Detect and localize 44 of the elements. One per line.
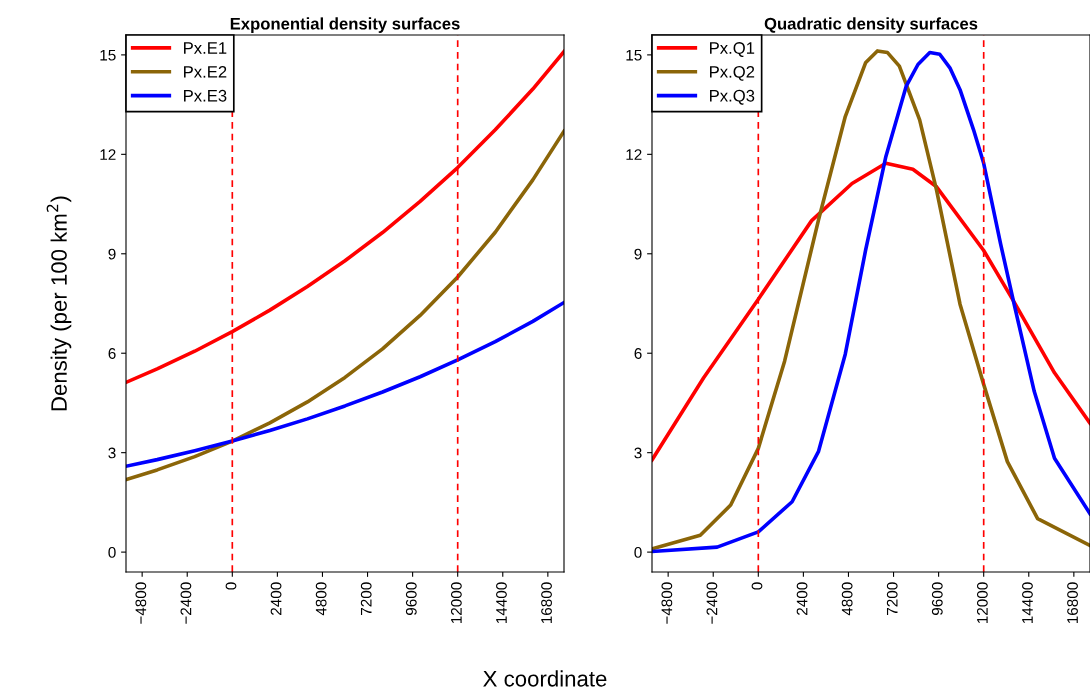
x-tick-label: 9600 [931, 582, 943, 615]
x-tick-label: 14400 [496, 582, 507, 624]
y-tick-label: 6 [634, 348, 642, 359]
x-tick-label: 7200 [886, 582, 898, 615]
y-tick-label: 15 [100, 49, 116, 61]
y-tick-label: 12 [100, 149, 116, 160]
x-tick-label: −4800 [661, 582, 673, 624]
y-tick-label: 3 [634, 447, 642, 459]
x-tick-label: −2400 [706, 582, 718, 624]
y-tick-label: 0 [108, 546, 116, 558]
legend-label: Px.E2 [184, 65, 227, 78]
y-tick-label: 9 [108, 248, 116, 260]
x-tick-label: 7200 [360, 582, 372, 615]
x-tick-label: 0 [751, 582, 763, 590]
legend-label: Px.E1 [184, 42, 227, 54]
legend-label: Px.Q1 [710, 42, 755, 57]
x-tick-label: 4800 [841, 582, 853, 616]
x-tick-label: 16800 [1067, 582, 1078, 624]
legend-label: Px.E3 [184, 89, 227, 102]
x-tick-label: 12000 [976, 582, 988, 624]
chart-title: Quadratic density surfaces [764, 17, 978, 33]
x-tick-label: 2400 [796, 582, 808, 615]
line-series [126, 129, 564, 482]
x-tick-label: 9600 [405, 582, 417, 615]
legend-label: Px.Q3 [710, 89, 755, 105]
y-tick-label: 15 [626, 49, 642, 61]
y-axis-title: Density (per 100 km$^{2}$) [46, 196, 72, 411]
chart-title: Exponential density surfaces [230, 17, 460, 33]
x-tick-label: −4800 [135, 582, 147, 624]
y-tick-label: 0 [634, 546, 642, 558]
legend-label: Px.Q2 [710, 65, 755, 81]
x-tick-label: −2400 [180, 582, 192, 624]
x-tick-label: 12000 [450, 582, 462, 624]
y-tick-label: 6 [108, 348, 116, 359]
x-axis-title: X coordinate [483, 670, 607, 687]
x-tick-label: 4800 [315, 582, 327, 616]
y-tick-label: 9 [634, 248, 642, 260]
x-tick-label: 0 [225, 582, 237, 590]
x-tick-label: 16800 [541, 582, 552, 624]
y-tick-label: 3 [108, 447, 116, 459]
x-tick-label: 14400 [1022, 582, 1033, 624]
y-tick-label: 12 [626, 149, 642, 160]
x-tick-label: 2400 [270, 582, 282, 615]
line-series [126, 300, 564, 469]
